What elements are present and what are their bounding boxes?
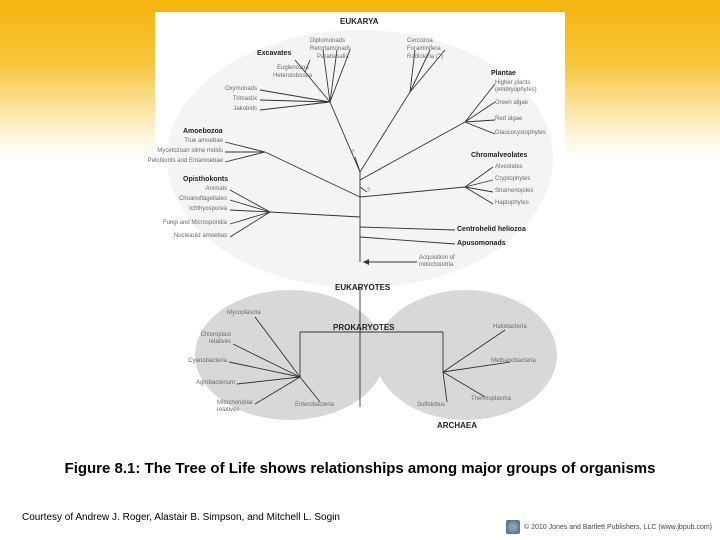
taxon-apusomonads: Apusomonads <box>457 240 506 248</box>
taxon-enterobacteria: Enterobacteria <box>295 402 334 409</box>
annotation-q2: ? <box>367 188 370 195</box>
taxon-ichthyosporea: Ichthyosporea <box>163 206 227 213</box>
taxon-red-algae: Red algae <box>495 116 522 123</box>
taxon-mitochondrial-rel: Mitochondrial relatives <box>217 400 271 413</box>
figure-caption: Figure 8.1: The Tree of Life shows relat… <box>60 460 660 479</box>
label-archaea: ARCHAEA <box>437 422 477 431</box>
taxon-true-amoebae: True amoebae <box>155 138 223 145</box>
taxon-cercozoa: Cercozoa <box>407 38 433 45</box>
publisher-logo-icon <box>506 520 520 534</box>
taxon-mycoplasma: Mycoplasma <box>227 310 261 317</box>
taxon-choanoflagellates: Choanoflagellates <box>153 196 227 203</box>
taxon-alveolates: Alveolates <box>495 164 523 171</box>
taxon-mycetozoan: Mycetozoan slime molds <box>139 148 223 155</box>
taxon-parabasalia: Parabasalia <box>317 54 349 61</box>
label-eukarya: EUKARYA <box>340 18 379 27</box>
taxon-thermoplasma: Thermoplasma <box>471 396 511 403</box>
label-amoebozoa: Amoebozoa <box>183 128 223 136</box>
courtesy-line: Courtesy of Andrew J. Roger, Alastair B.… <box>22 512 340 523</box>
figure-tree-of-life: EUKARYA EUKARYOTES PROKARYOTES ARCHAEA E… <box>155 12 565 452</box>
label-opisthokonts: Opisthokonts <box>183 176 228 184</box>
taxon-halobacteria: Halobacteria <box>493 324 527 331</box>
taxon-nucleariid: Nucleariid amoebas <box>151 233 227 240</box>
taxon-pelobionts: Pelobionts and Entamoebae <box>131 158 223 165</box>
annotation-mitochondria: Acquisition of mitochondria <box>419 255 477 268</box>
taxon-sulfolobus: Sulfolobus <box>417 402 445 409</box>
taxon-radiolaria: Radiolaria (?) <box>407 54 443 61</box>
label-eukaryotes: EUKARYOTES <box>335 284 390 293</box>
taxon-cyanobacteria: Cyanobacteria <box>167 358 227 365</box>
taxon-heterolobosea: Heterolobosea <box>273 73 312 80</box>
taxon-animals: Animals <box>175 186 227 193</box>
annotation-q1: ? <box>351 150 354 157</box>
label-plantae: Plantae <box>491 70 516 78</box>
taxon-agrobacterium: Agrobacterium <box>173 380 235 387</box>
taxon-retortamonads: Retortamonads <box>310 46 351 53</box>
label-chromalveolates: Chromalveolates <box>471 152 527 160</box>
taxon-oxymonads: Oxymonads <box>203 86 257 93</box>
taxon-glaucocysto: Glaucocystophytes <box>495 130 546 137</box>
label-prokaryotes: PROKARYOTES <box>333 324 395 333</box>
taxon-higher-plants: Higher plants (embryophytes) <box>495 80 555 93</box>
taxon-stramenopiles: Stramenopiles <box>495 188 533 195</box>
copyright-text: © 2010 Jones and Bartlett Publishers, LL… <box>524 524 712 531</box>
taxon-diplomonads: Diplomonads <box>310 38 345 45</box>
taxon-haptophytes: Haptophytes <box>495 200 529 207</box>
taxon-methanobacteria: Methanobacteria <box>491 358 536 365</box>
taxon-centrohelid: Centrohelid heliozoa <box>457 226 526 234</box>
taxon-foraminifera: Foraminifera <box>407 46 441 53</box>
taxon-jakobids: Jakobids <box>203 106 257 113</box>
copyright-footer: © 2010 Jones and Bartlett Publishers, LL… <box>506 520 712 534</box>
label-excavates: Excavates <box>257 50 291 58</box>
taxon-trimastix: Trimastix <box>203 96 257 103</box>
taxon-chloroplast-rel: Chloroplast relatives <box>177 332 231 345</box>
taxon-cryptophytes: Cryptophytes <box>495 176 530 183</box>
taxon-green-algae: Green algae <box>495 100 528 107</box>
taxon-euglenozoa: Euglenozoa <box>277 65 309 72</box>
taxon-fungi-micro: Fungi and Microsporidia <box>143 220 227 227</box>
